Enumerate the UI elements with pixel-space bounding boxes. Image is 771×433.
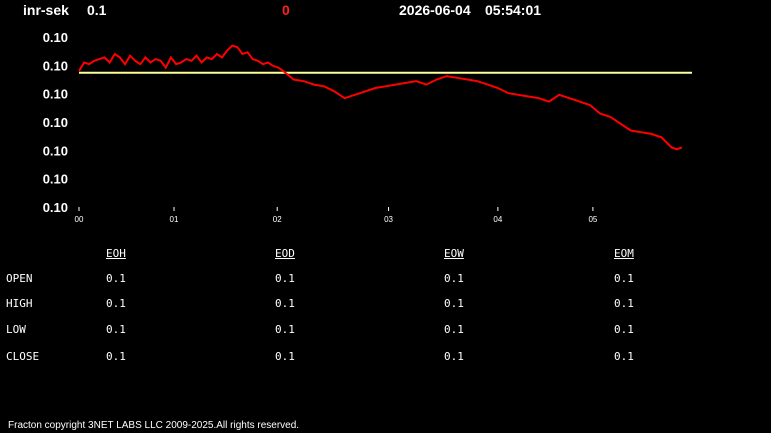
y-tick-label: 0.10 [43,143,68,158]
row-label-open: OPEN [6,272,33,285]
table-cell: 0.1 [106,323,126,336]
table-cell: 0.1 [275,297,295,310]
y-axis-ticks: 0.10 0.10 0.10 0.10 0.10 0.10 0.10 [43,30,68,215]
y-tick-label: 0.10 [43,172,68,187]
price-value: 0.1 [87,2,107,18]
row-label-close: CLOSE [6,350,40,363]
time-value: 05:54:01 [485,2,542,18]
column-header-eom: EOM [614,247,634,260]
table-cell: 0.1 [614,350,634,363]
column-header-eow: EOW [444,247,464,260]
y-tick-label: 0.10 [43,200,68,215]
table-cell: 0.1 [614,272,634,285]
table-cell: 0.1 [275,272,295,285]
table-cell: 0.1 [444,350,464,363]
symbol-label: inr-sek [23,2,69,18]
x-tick-label: 05 [588,215,597,224]
table-cell: 0.1 [444,323,464,336]
x-tick-label: 04 [493,215,502,224]
x-tick-label: 00 [75,215,84,224]
table-cell: 0.1 [275,350,295,363]
table-cell: 0.1 [106,350,126,363]
date-value: 2026-06-04 [399,2,471,18]
table-cell: 0.1 [614,323,634,336]
change-value: 0 [282,2,290,18]
y-tick-label: 0.10 [43,30,68,45]
table-cell: 0.1 [444,297,464,310]
table-cell: 0.1 [106,272,126,285]
price-chart: 0.100.100.100.100.100.100.10 00 01 02 03 04 0… [43,30,692,224]
copyright-footer: Fracton copyright 3NET LABS LLC 2009-202… [8,420,300,431]
x-axis-ticks: 00 01 02 03 04 05 [75,207,598,224]
row-label-high: HIGH [6,297,33,310]
row-label-low: LOW [6,323,26,336]
y-tick-label: 0.10 [43,58,68,73]
price-series-line [78,44,683,151]
x-tick-label: 01 [170,215,179,224]
column-header-eod: EOD [275,247,295,260]
y-tick-label: 0.10 [43,87,68,102]
y-tick-label: 0.10 [43,115,68,130]
x-tick-label: 03 [384,215,393,224]
x-tick-label: 02 [273,215,282,224]
table-cell: 0.1 [444,272,464,285]
table-cell: 0.1 [614,297,634,310]
table-cell: 0.1 [106,297,126,310]
column-header-eoh: EOH [106,247,126,260]
table-cell: 0.1 [275,323,295,336]
